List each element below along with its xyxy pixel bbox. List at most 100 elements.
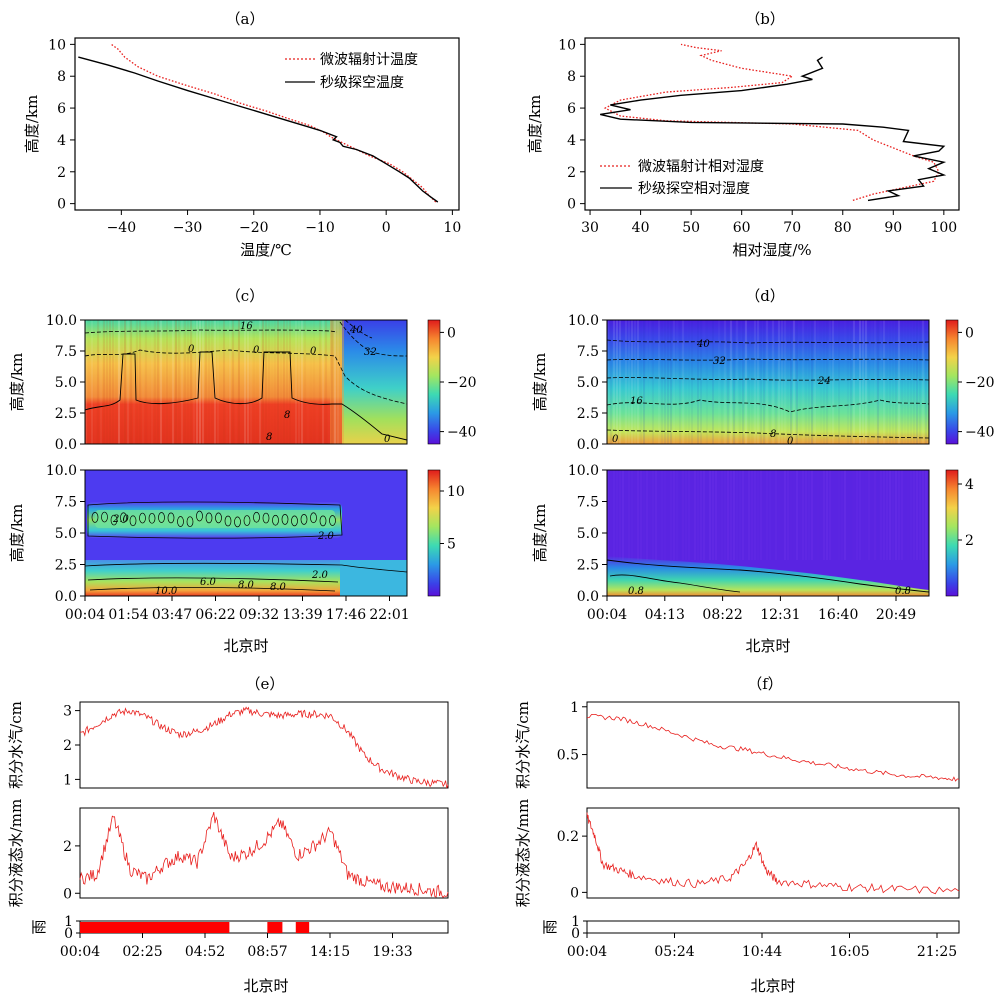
heatmap-texture-stripe bbox=[172, 320, 174, 444]
y-tick-label: 4 bbox=[567, 133, 576, 149]
heatmap-texture-stripe bbox=[739, 320, 741, 444]
heatmap-texture-stripe bbox=[607, 470, 609, 560]
y-tick-label: 0 bbox=[567, 197, 576, 213]
heatmap-texture-stripe bbox=[247, 320, 249, 444]
heatmap-texture-stripe bbox=[754, 470, 756, 560]
heatmap-texture-stripe bbox=[733, 470, 735, 560]
heatmap-texture-stripe bbox=[658, 320, 660, 444]
y-axis-label-b: 高度/km bbox=[526, 95, 544, 153]
plot-frame-a bbox=[74, 37, 460, 211]
colorbar-d-top bbox=[945, 319, 959, 445]
heatmap-texture-stripe bbox=[808, 470, 810, 560]
heatmap-texture-stripe bbox=[712, 470, 714, 560]
contour-40-c-top bbox=[344, 320, 373, 339]
heatmap-texture-stripe bbox=[238, 320, 240, 444]
y-tick-label: 10.0 bbox=[568, 313, 599, 329]
y-axis-label-f-lwp: 积分液态水/mm bbox=[514, 799, 532, 908]
heatmap-texture-stripe bbox=[772, 470, 774, 560]
x-tick-label: 09:32 bbox=[239, 607, 279, 623]
heatmap-texture-stripe bbox=[628, 470, 630, 560]
heatmap-texture-stripe bbox=[235, 320, 237, 444]
plot-frame-f-pwv bbox=[586, 701, 960, 789]
heatmap-texture-stripe bbox=[334, 320, 336, 444]
contour-cell bbox=[319, 515, 327, 527]
heatmap-texture-stripe bbox=[895, 470, 897, 560]
heatmap-texture-stripe bbox=[823, 470, 825, 560]
contour-label-16-c-top: 16 bbox=[240, 321, 253, 332]
x-tick-label: 00:04 bbox=[567, 944, 607, 960]
heatmap-texture-stripe bbox=[322, 320, 324, 444]
y-tick-label: 7.5 bbox=[577, 344, 599, 360]
y-tick-label: 2 bbox=[63, 839, 72, 855]
heatmap-texture-stripe bbox=[655, 470, 657, 560]
contour-8-d-top bbox=[607, 429, 929, 439]
heatmap-texture-stripe bbox=[118, 320, 120, 444]
heatmap-texture-stripe bbox=[328, 320, 330, 444]
x-tick-label: 16:40 bbox=[818, 607, 858, 623]
heatmap-texture-stripe bbox=[169, 320, 171, 444]
heatmap-texture-stripe bbox=[826, 320, 828, 444]
heatmap-texture-stripe bbox=[784, 320, 786, 444]
heatmap-texture-stripe bbox=[613, 320, 615, 444]
contour-label-8-c-top-a: 8 bbox=[284, 410, 290, 421]
heatmap-texture-stripe bbox=[721, 320, 723, 444]
heatmap-texture-stripe bbox=[859, 470, 861, 560]
heatmap-d-top-field bbox=[607, 320, 929, 444]
x-tick-label: 00:04 bbox=[587, 607, 627, 623]
colorbar-tick-label: 4 bbox=[965, 477, 974, 493]
contour-cell bbox=[91, 512, 99, 523]
heatmap-texture-stripe bbox=[895, 320, 897, 444]
contour-label-0-c-top-a: 0 bbox=[188, 344, 195, 355]
x-tick-label: 08:22 bbox=[702, 607, 742, 623]
heatmap-texture-stripe bbox=[916, 470, 918, 560]
x-tick-label: 60 bbox=[733, 220, 751, 236]
x-tick-label: −40 bbox=[107, 220, 137, 236]
heatmap-texture-stripe bbox=[625, 320, 627, 444]
y-tick-label: 2 bbox=[63, 738, 72, 754]
y-tick-label: 6 bbox=[57, 101, 66, 117]
heatmap-texture-stripe bbox=[757, 470, 759, 560]
heatmap-texture-stripe bbox=[649, 320, 651, 444]
heatmap-texture-stripe bbox=[712, 320, 714, 444]
heatmap-texture-stripe bbox=[715, 470, 717, 560]
legend-label-sonde-rh: 秒级探空相对湿度 bbox=[638, 181, 750, 197]
heatmap-texture-stripe bbox=[802, 470, 804, 560]
heatmap-texture-stripe bbox=[199, 320, 201, 444]
y-tick-label: 4 bbox=[57, 133, 66, 149]
legend-label-radiometer-rh: 微波辐射计相对湿度 bbox=[638, 159, 764, 175]
x-tick-label: 00:04 bbox=[60, 944, 100, 960]
heatmap-texture-stripe bbox=[310, 320, 312, 444]
rain-bar bbox=[267, 922, 283, 933]
heatmap-texture-stripe bbox=[664, 470, 666, 560]
heatmap-texture-stripe bbox=[610, 320, 612, 444]
contour-label-24-d-top: 24 bbox=[817, 376, 831, 387]
heatmap-texture-stripe bbox=[724, 320, 726, 444]
contour-cell bbox=[129, 515, 137, 527]
x-tick-label: 17:46 bbox=[326, 607, 366, 623]
heatmap-texture-stripe bbox=[325, 320, 327, 444]
heatmap-texture-stripe bbox=[616, 320, 618, 444]
contour-label-0-c-top-c: 0 bbox=[310, 346, 317, 357]
contour-label-32-c-top: 32 bbox=[364, 347, 377, 358]
heatmap-texture-stripe bbox=[301, 320, 303, 444]
heatmap-texture-stripe bbox=[799, 320, 801, 444]
heatmap-texture-stripe bbox=[103, 320, 105, 444]
contour-label-0-c-top-d: 0 bbox=[384, 434, 391, 445]
heatmap-texture-stripe bbox=[295, 320, 297, 444]
heatmap-texture-stripe bbox=[196, 320, 198, 444]
heatmap-texture-stripe bbox=[622, 470, 624, 560]
y-tick-label: 2.5 bbox=[55, 406, 77, 422]
panel-title-d: （d） bbox=[745, 287, 785, 305]
heatmap-texture-stripe bbox=[778, 470, 780, 560]
contour-cell bbox=[196, 510, 203, 522]
heatmap-texture-stripe bbox=[643, 320, 645, 444]
x-axis-label-b: 相对湿度/% bbox=[732, 241, 811, 259]
contour-32-d-top bbox=[607, 358, 929, 361]
y-tick-label: 1 bbox=[571, 914, 580, 930]
contour-cell bbox=[186, 516, 194, 528]
heatmap-texture-stripe bbox=[808, 320, 810, 444]
heatmap-texture-stripe bbox=[88, 320, 90, 444]
x-tick-label: 10 bbox=[443, 220, 461, 236]
heatmap-c-bottom-cloud-core bbox=[95, 510, 335, 528]
heatmap-texture-stripe bbox=[688, 320, 690, 444]
